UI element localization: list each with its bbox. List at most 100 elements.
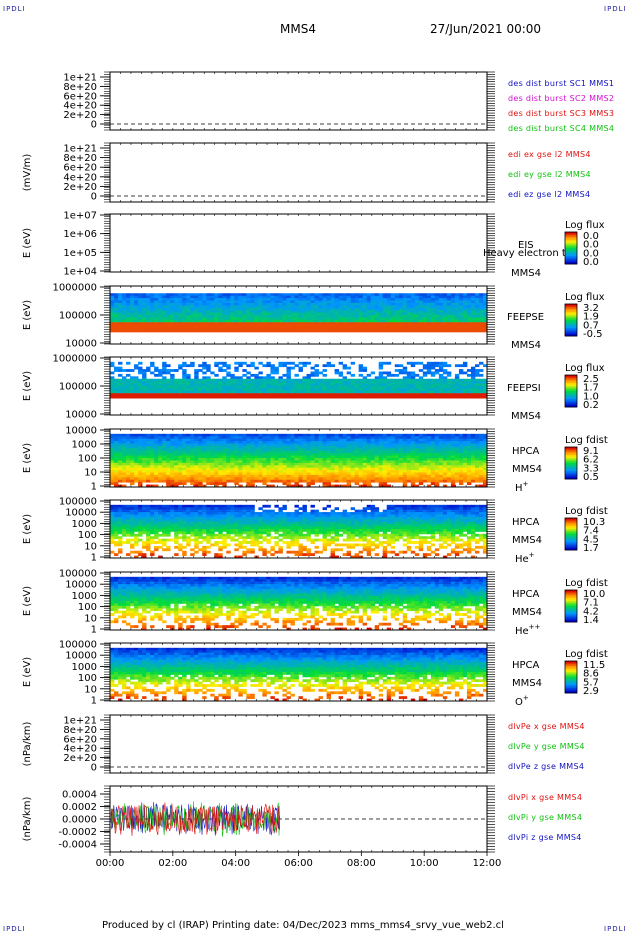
heatmap-cell <box>322 450 327 454</box>
heatmap-cell <box>406 438 412 442</box>
heatmap-cell <box>326 453 331 456</box>
heatmap-cell <box>390 395 396 399</box>
heatmap-cell <box>126 458 131 461</box>
heatmap-cell <box>342 390 348 394</box>
heatmap-cell <box>266 327 271 330</box>
colorbar-tick-label: 0.0 <box>583 257 599 268</box>
heatmap-cell <box>398 319 404 323</box>
heatmap-cell <box>442 383 448 387</box>
heatmap-cell <box>342 295 348 299</box>
heatmap-cell <box>330 453 335 456</box>
heatmap-cell <box>306 302 311 306</box>
heatmap-cell <box>218 441 223 444</box>
heatmap-cell <box>262 443 267 447</box>
heatmap-cell <box>238 378 243 382</box>
heatmap-cell <box>346 458 352 461</box>
heatmap-cell <box>234 462 239 466</box>
heatmap-cell <box>194 376 199 380</box>
heatmap-cell <box>378 388 384 392</box>
heatmap-cell <box>394 390 400 394</box>
heatmap-cell <box>210 305 215 309</box>
heatmap-cell <box>434 327 440 330</box>
heatmap-cell <box>174 433 179 437</box>
heatmap-cell <box>202 465 207 469</box>
heatmap-cell <box>214 479 219 483</box>
colorbar-segment <box>565 375 577 377</box>
heatmap-cell <box>218 388 223 392</box>
heatmap-cell <box>382 393 388 397</box>
heatmap-cell <box>386 373 392 377</box>
heatmap-cell <box>398 378 404 382</box>
heatmap-cell <box>318 450 323 454</box>
heatmap-cell <box>330 300 335 304</box>
heatmap-cell <box>434 386 440 389</box>
heatmap-cell <box>170 445 175 449</box>
heatmap-cell <box>294 458 299 461</box>
heatmap-cell <box>122 450 127 454</box>
heatmap-cell <box>430 295 436 299</box>
heatmap-cell <box>166 441 171 444</box>
heatmap-cell <box>178 307 183 311</box>
heatmap-cell <box>338 373 344 377</box>
heatmap-cell <box>402 376 408 380</box>
heatmap-cell <box>214 438 219 442</box>
heatmap-cell <box>202 319 207 323</box>
heatmap-cell <box>366 383 372 387</box>
heatmap-cell <box>238 298 243 301</box>
heatmap-cell <box>398 460 404 464</box>
heatmap-cell <box>286 441 291 444</box>
heatmap-cell <box>270 300 275 304</box>
heatmap-cell <box>342 366 348 370</box>
heatmap-cell <box>350 317 356 321</box>
heatmap-cell <box>366 302 372 306</box>
heatmap-cell <box>294 479 299 483</box>
heatmap-cell <box>198 465 203 469</box>
heatmap-cell <box>194 369 199 372</box>
heatmap-cell <box>154 433 159 437</box>
heatmap-cell <box>202 453 207 456</box>
heatmap-cell <box>366 441 372 444</box>
heatmap-cell <box>234 455 239 459</box>
heatmap-cell <box>126 393 131 397</box>
heatmap-cell <box>302 324 307 328</box>
heatmap-cell <box>154 300 159 304</box>
heatmap-cell <box>194 293 199 297</box>
heatmap-cell <box>262 378 267 382</box>
heatmap-cell <box>394 364 400 368</box>
heatmap-cell <box>362 388 368 392</box>
heatmap-cell <box>122 462 127 466</box>
heatmap-cell <box>346 460 352 464</box>
heatmap-cell <box>174 465 179 469</box>
heatmap-cell <box>182 305 187 309</box>
heatmap-cell <box>286 460 291 464</box>
heatmap-cell <box>298 484 303 488</box>
heatmap-cell <box>398 305 404 309</box>
heatmap-cell <box>162 371 167 375</box>
colorbar-segment <box>565 332 577 335</box>
heatmap-cell <box>262 300 267 304</box>
heatmap-cell <box>214 448 219 452</box>
heatmap-cell <box>138 310 143 313</box>
heatmap-cell <box>442 393 448 397</box>
heatmap-cell <box>262 460 267 464</box>
heatmap-cell <box>458 327 464 330</box>
heatmap-cell <box>326 455 331 459</box>
heatmap-cell <box>290 445 295 449</box>
heatmap-cell <box>198 388 203 392</box>
heatmap-cell <box>258 453 263 456</box>
y-axis-label-p2: (mV/m) <box>22 154 33 192</box>
heatmap-cell <box>222 295 227 299</box>
heatmap-cell <box>438 302 444 306</box>
heatmap-cell <box>478 395 484 399</box>
heatmap-cell <box>394 302 400 306</box>
heatmap-cell <box>154 317 159 321</box>
y-tick-label: 0 <box>91 120 97 131</box>
heatmap-cell <box>466 378 472 382</box>
heatmap-cell <box>242 373 247 377</box>
heatmap-cell <box>262 310 267 313</box>
heatmap-cell <box>466 293 472 297</box>
y-tick-label: 1e+21 <box>63 144 97 155</box>
heatmap-cell <box>302 361 307 365</box>
heatmap-cell <box>414 293 420 297</box>
heatmap-cell <box>114 381 119 384</box>
